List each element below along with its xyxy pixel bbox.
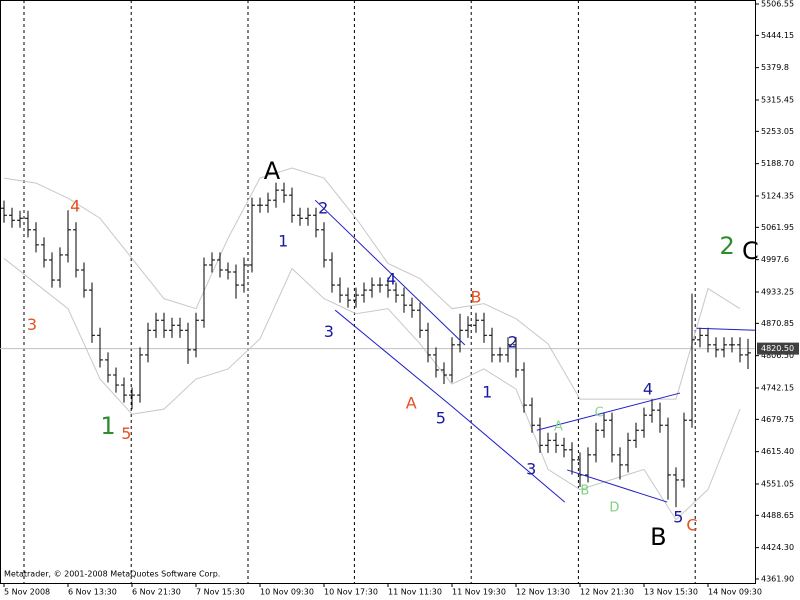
- wave-label: 5: [673, 508, 683, 527]
- wave-label: 3: [27, 315, 37, 334]
- x-tick-label: 11 Nov 11:30: [388, 588, 442, 597]
- y-tick-label: 5506.55: [761, 0, 794, 8]
- wave-label: 2: [318, 199, 328, 218]
- y-tick-label: 4806.50: [761, 351, 794, 360]
- last-price-label: 4820.50: [761, 344, 794, 353]
- y-tick-label: 5379.8: [761, 63, 789, 72]
- wave-label: 4: [643, 380, 653, 399]
- x-tick-label: 12 Nov 13:30: [516, 588, 570, 597]
- x-tick-label: 10 Nov 17:30: [324, 588, 378, 597]
- x-tick-label: 6 Nov 13:30: [68, 588, 117, 597]
- y-tick-label: 4870.85: [761, 319, 794, 328]
- last-price-box: [757, 342, 799, 355]
- y-tick-label: 5444.15: [761, 31, 794, 40]
- x-tick-label: 7 Nov 15:30: [196, 588, 245, 597]
- trend-line: [314, 199, 466, 346]
- y-tick-label: 4424.30: [761, 543, 794, 552]
- y-tick-label: 5315.45: [761, 95, 794, 104]
- trend-line: [567, 469, 668, 503]
- wave-label: B: [471, 288, 482, 307]
- y-tick-label: 4361.90: [761, 574, 794, 583]
- wave-label: A: [264, 157, 281, 185]
- x-tick-label: 10 Nov 09:30: [260, 588, 314, 597]
- y-tick-label: 4933.25: [761, 287, 794, 296]
- wave-label: C: [686, 516, 697, 535]
- x-tick-label: 5 Nov 2008: [4, 588, 50, 597]
- y-tick-label: 4488.65: [761, 511, 794, 520]
- trend-line: [334, 309, 566, 503]
- wave-label: 2: [720, 232, 735, 260]
- y-tick-label: 4742.15: [761, 383, 794, 392]
- wave-label: 5: [121, 424, 131, 443]
- y-tick-label: 4997.6: [761, 255, 789, 264]
- y-tick-label: 4679.75: [761, 415, 794, 424]
- y-tick-label: 5061.95: [761, 223, 794, 232]
- wave-label: 4: [70, 197, 80, 216]
- wave-label: C: [742, 237, 759, 265]
- y-tick-label: 4615.40: [761, 447, 794, 456]
- y-tick-label: 4551.05: [761, 479, 794, 488]
- wave-label: A: [406, 394, 417, 413]
- x-tick-label: 12 Nov 21:30: [580, 588, 634, 597]
- wave-label: 4: [386, 270, 396, 289]
- x-tick-label: 11 Nov 19:30: [452, 588, 506, 597]
- y-tick-label: 5124.35: [761, 191, 794, 200]
- wave-label: D: [609, 501, 619, 516]
- x-tick-label: 6 Nov 21:30: [132, 588, 181, 597]
- trend-line: [536, 392, 681, 431]
- wave-label: B: [650, 523, 666, 551]
- wave-label: 1: [100, 412, 115, 440]
- wave-label: 1: [482, 383, 492, 402]
- x-tick-label: 14 Nov 09:30: [708, 588, 762, 597]
- y-tick-label: 5188.70: [761, 159, 794, 168]
- trend-line: [696, 327, 756, 331]
- wave-label: 5: [436, 409, 446, 428]
- band-upper: [3, 167, 741, 400]
- copyright: Metatrader, © 2001-2008 MetaQuotes Softw…: [4, 570, 220, 579]
- wave-label: B: [580, 484, 589, 499]
- wave-label: 3: [324, 322, 334, 341]
- wave-label: 3: [526, 459, 536, 478]
- wave-label: 2: [508, 332, 518, 351]
- wave-label: C: [595, 406, 604, 421]
- band-lower: [3, 258, 741, 521]
- y-tick-label: 5253.05: [761, 127, 794, 136]
- wave-label: 1: [278, 231, 288, 250]
- x-tick-label: 13 Nov 15:30: [644, 588, 698, 597]
- wave-label: A: [554, 420, 563, 435]
